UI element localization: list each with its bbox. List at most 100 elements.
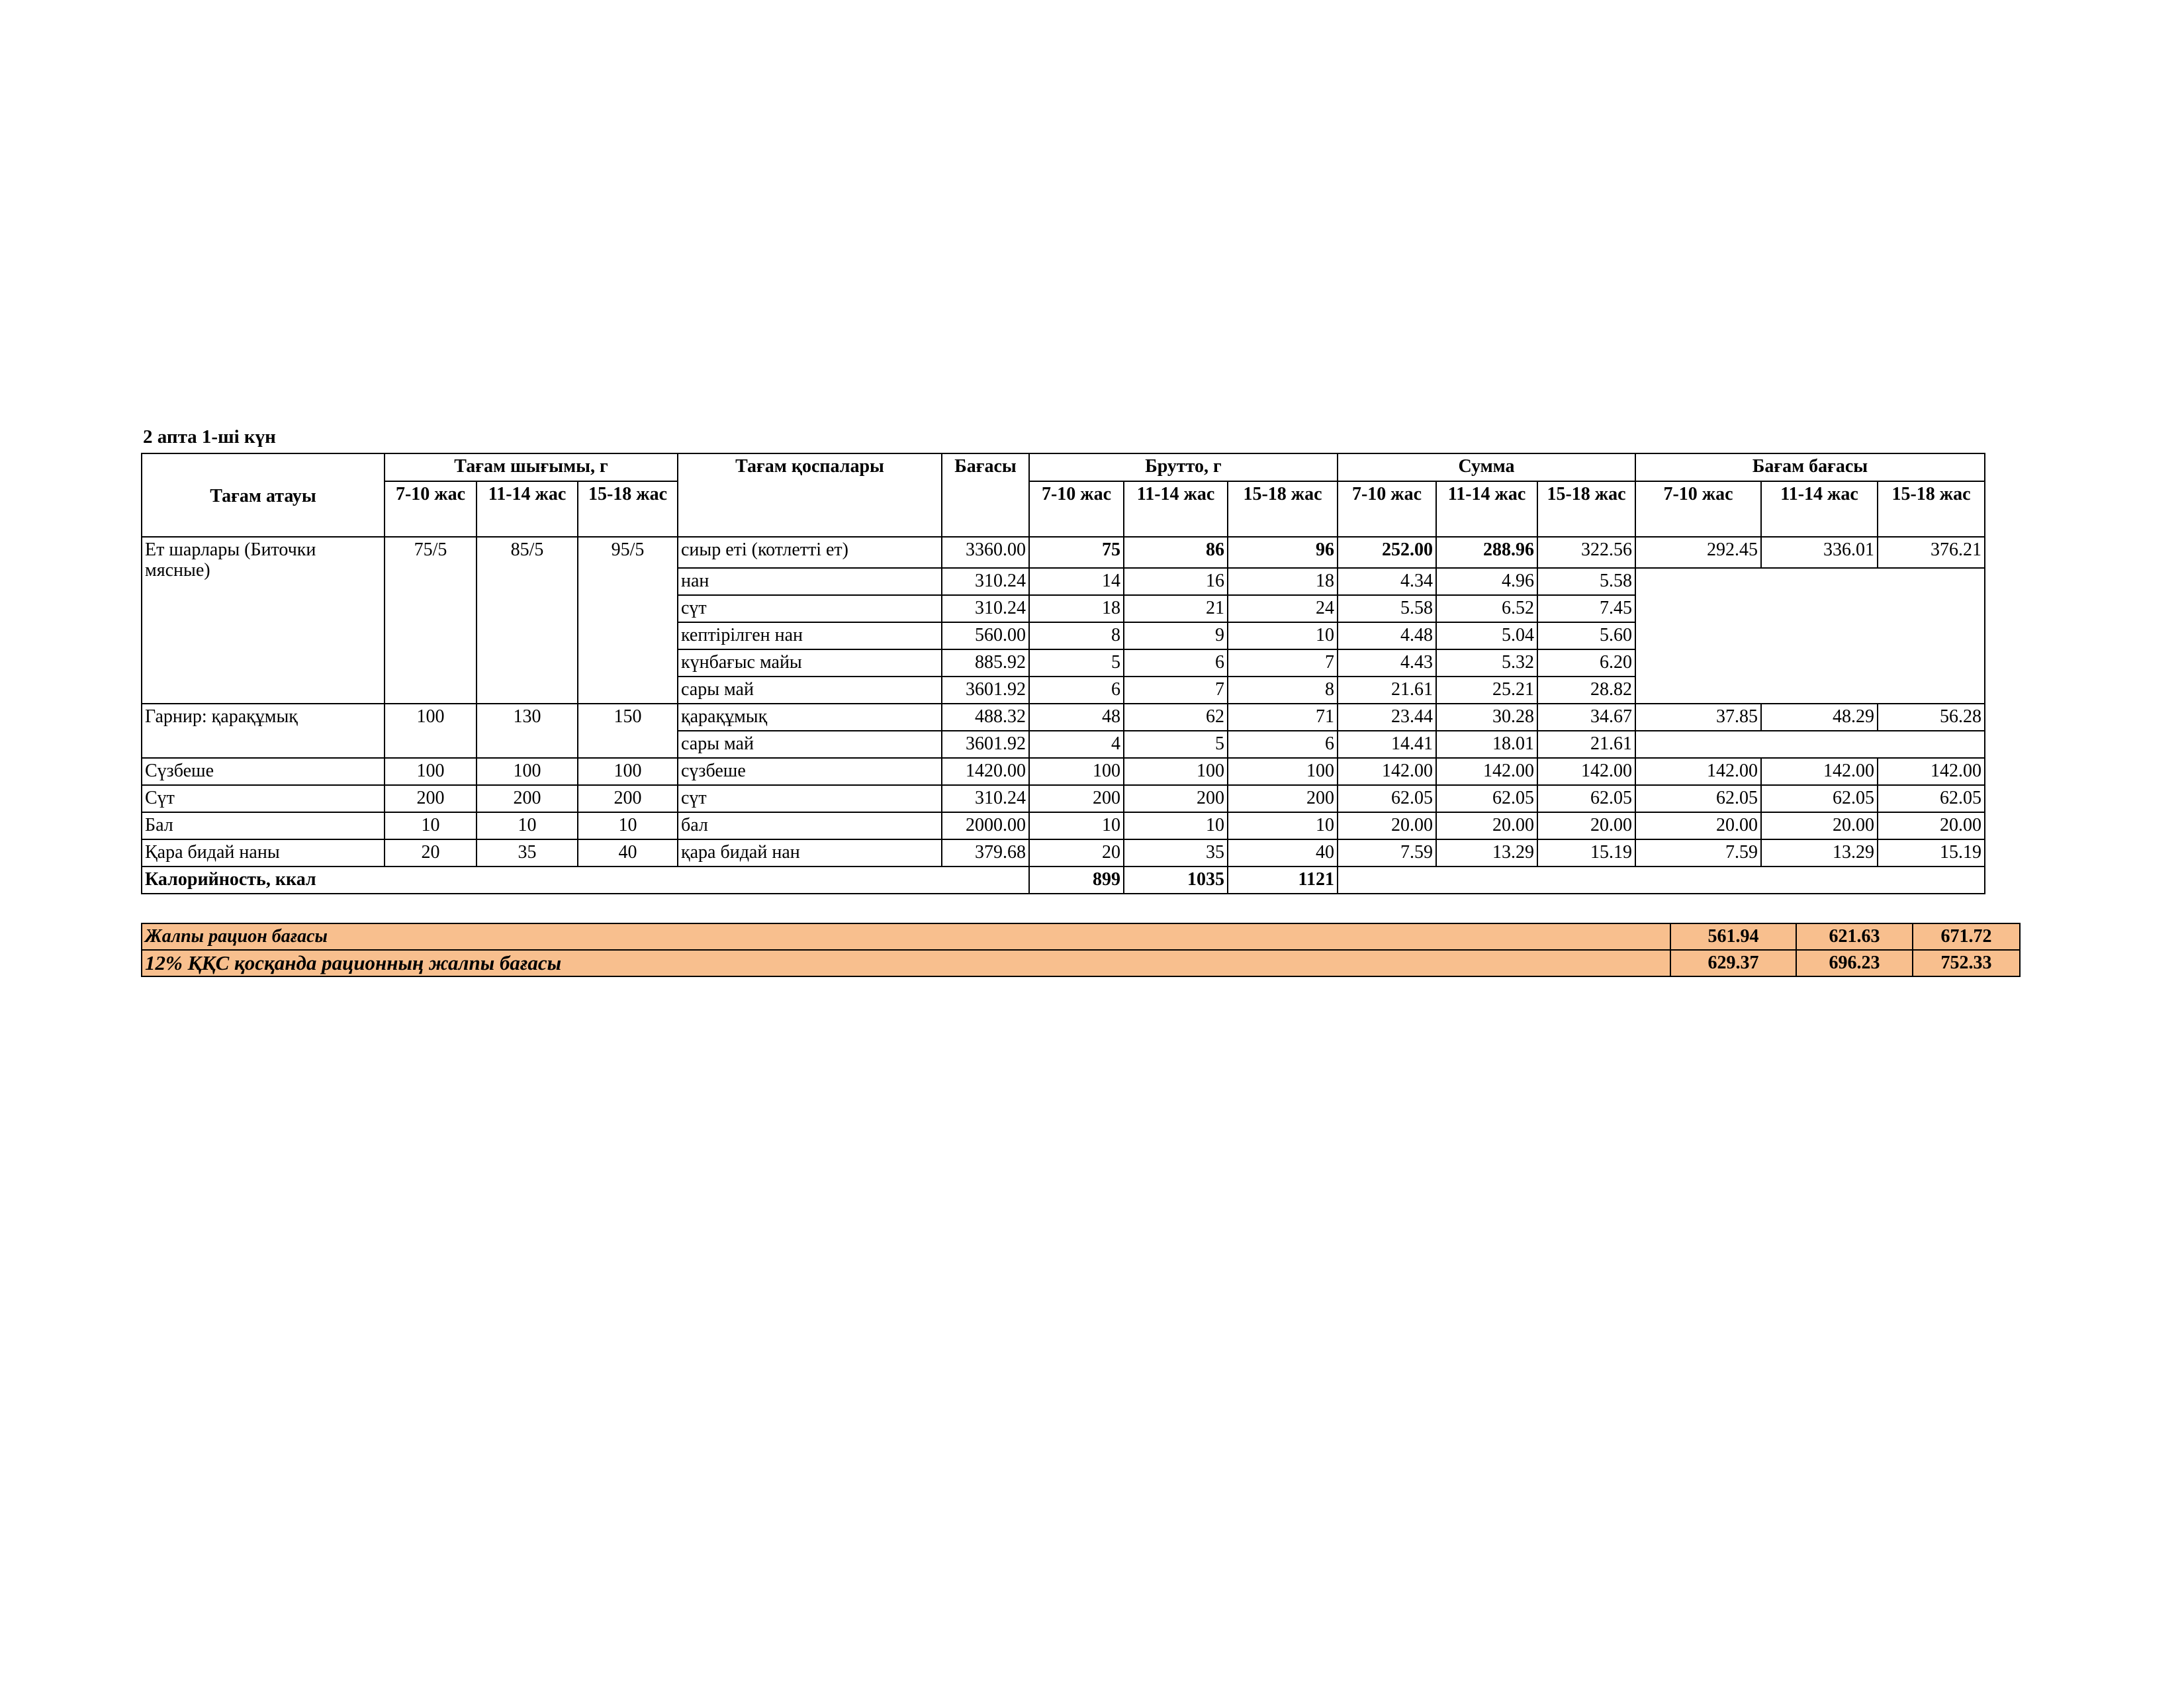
ingredient-price: 2000.00	[941, 812, 1030, 840]
ingredient-brutto: 20	[1028, 839, 1124, 867]
ingredient-price: 560.00	[941, 622, 1030, 650]
ingredient-sum: 20.00	[1537, 812, 1636, 840]
ingredient-sum: 28.82	[1537, 676, 1636, 704]
ingredient-brutto: 40	[1227, 839, 1338, 867]
dish-cost: 20.00	[1635, 812, 1762, 840]
ingredient-sum: 18.01	[1435, 730, 1538, 759]
ingredient-sum: 62.05	[1537, 784, 1636, 813]
header-yield: Тағам шығымы, г	[384, 453, 678, 482]
empty-cost-cell	[1635, 730, 1985, 759]
header-age: 7-10 жас	[1028, 481, 1124, 538]
dish-cost: 15.19	[1877, 839, 1985, 867]
ingredient-price: 310.24	[941, 594, 1030, 623]
ingredient-sum: 5.58	[1337, 594, 1437, 623]
ingredient-sum: 322.56	[1537, 536, 1636, 569]
dish-name: Қара бидай наны	[141, 839, 385, 867]
ingredient-brutto: 100	[1028, 757, 1124, 786]
dish-yield: 35	[476, 839, 578, 867]
ingredient-brutto: 200	[1123, 784, 1228, 813]
ingredient-brutto: 7	[1227, 649, 1338, 677]
ingredient-brutto: 18	[1028, 594, 1124, 623]
table-row: Сүзбеше 100 100 100 сүзбеше 1420.00 100 100 100 1…	[141, 757, 1985, 786]
ingredient-brutto: 62	[1123, 703, 1228, 731]
dish-cost: 7.59	[1635, 839, 1762, 867]
ingredient-name: сүт	[677, 784, 942, 813]
ingredient-sum: 252.00	[1337, 536, 1437, 569]
ingredient-brutto: 48	[1028, 703, 1124, 731]
ingredient-name: сары май	[677, 730, 942, 759]
ingredient-brutto: 4	[1028, 730, 1124, 759]
dish-name: Гарнир: қарақұмық	[141, 703, 385, 759]
ingredient-brutto: 200	[1028, 784, 1124, 813]
dish-yield: 20	[384, 839, 477, 867]
ingredient-brutto: 5	[1123, 730, 1228, 759]
ingredient-name: кептірілген нан	[677, 622, 942, 650]
ingredient-sum: 6.52	[1435, 594, 1538, 623]
header-price: Бағасы	[941, 453, 1030, 538]
dish-yield: 95/5	[577, 536, 678, 704]
ingredient-brutto: 96	[1227, 536, 1338, 569]
dish-cost: 37.85	[1635, 703, 1762, 731]
dish-yield: 10	[577, 812, 678, 840]
ingredient-price: 3360.00	[941, 536, 1030, 569]
ingredient-brutto: 8	[1227, 676, 1338, 704]
ingredient-brutto: 7	[1123, 676, 1228, 704]
dish-cost: 376.21	[1877, 536, 1985, 569]
ingredient-sum: 7.45	[1537, 594, 1636, 623]
dish-yield: 100	[476, 757, 578, 786]
dish-name: Ет шарлары (Биточки мясные)	[141, 536, 385, 704]
header-age: 7-10 жас	[384, 481, 477, 538]
ingredient-brutto: 24	[1227, 594, 1338, 623]
ingredient-sum: 20.00	[1337, 812, 1437, 840]
summary-value: 752.33	[1912, 949, 2021, 977]
header-age: 15-18 жас	[1537, 481, 1636, 538]
ingredient-brutto: 5	[1028, 649, 1124, 677]
ingredient-brutto: 71	[1227, 703, 1338, 731]
ingredient-sum: 5.60	[1537, 622, 1636, 650]
ingredient-sum: 4.48	[1337, 622, 1437, 650]
dish-cost: 62.05	[1877, 784, 1985, 813]
dish-cost: 292.45	[1635, 536, 1762, 569]
header-ingredients: Тағам қоспалары	[677, 453, 942, 538]
dish-yield: 100	[384, 757, 477, 786]
ingredient-brutto: 14	[1028, 567, 1124, 596]
dish-cost: 62.05	[1635, 784, 1762, 813]
dish-yield: 200	[384, 784, 477, 813]
summary-table: Жалпы рацион бағасы 561.94 621.63 671.72 12%…	[141, 923, 2021, 977]
header-age: 7-10 жас	[1337, 481, 1437, 538]
ingredient-name: қарақұмық	[677, 703, 942, 731]
dish-yield: 100	[577, 757, 678, 786]
ingredient-name: бал	[677, 812, 942, 840]
menu-table: Тағам атауы Тағам шығымы, г Тағам қоспал…	[141, 453, 1985, 894]
dish-cost: 48.29	[1760, 703, 1878, 731]
empty-cost-cell	[1635, 567, 1985, 704]
ingredient-price: 3601.92	[941, 730, 1030, 759]
table-row: кептірілген нан 560.00 8 9 10 4.48 5.04 5.60	[142, 622, 1985, 650]
ingredient-sum: 23.44	[1337, 703, 1437, 731]
summary-label: Жалпы рацион бағасы	[141, 923, 1671, 951]
header-dish-name: Тағам атауы	[141, 453, 385, 538]
ingredient-price: 1420.00	[941, 757, 1030, 786]
dish-cost: 62.05	[1760, 784, 1878, 813]
ingredient-sum: 142.00	[1537, 757, 1636, 786]
dish-yield: 100	[384, 703, 477, 759]
ingredient-brutto: 10	[1028, 812, 1124, 840]
table-row: сары май 3601.92 4 5 6 14.41 18.01 21.61	[142, 730, 1985, 759]
ingredient-brutto: 35	[1123, 839, 1228, 867]
ingredient-sum: 62.05	[1435, 784, 1538, 813]
summary-row: 12% ҚҚС қосқанда рационның жалпы бағасы 6…	[141, 949, 2021, 977]
summary-value: 671.72	[1912, 923, 2021, 951]
ingredient-sum: 288.96	[1435, 536, 1538, 569]
ingredient-name: сүт	[677, 594, 942, 623]
ingredient-name: сүзбеше	[677, 757, 942, 786]
ingredient-brutto: 100	[1123, 757, 1228, 786]
header-age: 11-14 жас	[476, 481, 578, 538]
dish-yield: 75/5	[384, 536, 477, 704]
dish-yield: 200	[476, 784, 578, 813]
ingredient-price: 488.32	[941, 703, 1030, 731]
header-age: 15-18 жас	[1877, 481, 1985, 538]
ingredient-sum: 5.58	[1537, 567, 1636, 596]
ingredient-brutto: 16	[1123, 567, 1228, 596]
ingredient-brutto: 6	[1227, 730, 1338, 759]
ingredient-brutto: 6	[1028, 676, 1124, 704]
